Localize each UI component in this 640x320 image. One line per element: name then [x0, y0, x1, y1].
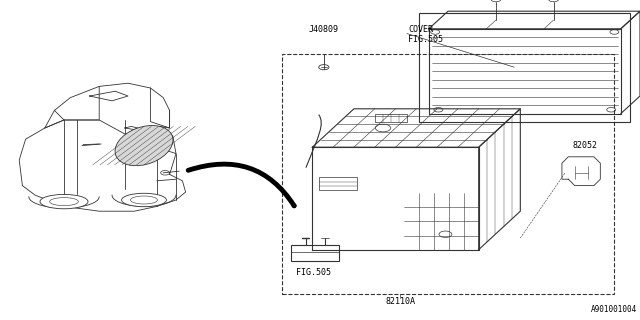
Text: COVER: COVER	[408, 25, 433, 34]
Ellipse shape	[122, 193, 166, 207]
Text: FIG.505: FIG.505	[408, 35, 444, 44]
Text: FIG.505: FIG.505	[296, 268, 331, 277]
Text: J40809: J40809	[309, 25, 339, 34]
Bar	[282, 54, 614, 294]
Ellipse shape	[40, 194, 88, 209]
Ellipse shape	[115, 125, 173, 166]
Text: 82110A: 82110A	[385, 297, 415, 306]
Bar	[291, 245, 339, 261]
FancyArrowPatch shape	[188, 164, 294, 206]
Text: A901001004: A901001004	[591, 305, 637, 314]
Bar	[374, 114, 407, 122]
Bar	[419, 13, 630, 122]
Text: 82052: 82052	[573, 141, 598, 150]
Bar	[319, 177, 357, 190]
